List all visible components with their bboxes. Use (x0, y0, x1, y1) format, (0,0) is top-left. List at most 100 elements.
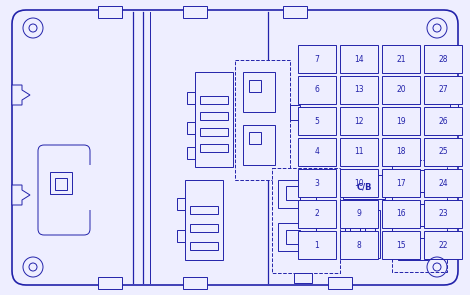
Polygon shape (12, 85, 30, 105)
Bar (78, 165, 93, 210)
Text: 6: 6 (314, 86, 320, 94)
Text: 21: 21 (396, 55, 406, 63)
Bar (340, 169, 378, 197)
Text: 24: 24 (438, 178, 448, 188)
Bar (340, 45, 378, 73)
Bar (195, 72, 233, 167)
Bar (447, 176, 455, 186)
Bar (298, 169, 336, 197)
Text: 19: 19 (396, 117, 406, 125)
Bar (424, 138, 462, 166)
Bar (298, 107, 336, 135)
Bar (350, 218, 360, 232)
Text: 12: 12 (354, 117, 364, 125)
Polygon shape (12, 185, 30, 205)
Text: 2: 2 (314, 209, 320, 219)
Text: 8: 8 (357, 240, 361, 250)
Bar (177, 230, 185, 242)
Bar (200, 96, 228, 104)
Bar (424, 76, 462, 104)
Text: 20: 20 (396, 86, 406, 94)
Text: 1: 1 (314, 240, 320, 250)
Bar (98, 277, 122, 289)
Bar (187, 147, 195, 159)
FancyBboxPatch shape (38, 145, 90, 235)
Bar (185, 180, 223, 260)
Bar (290, 105, 300, 120)
Text: 28: 28 (438, 55, 448, 63)
Bar (382, 169, 420, 197)
Bar (298, 76, 336, 104)
Bar (424, 169, 462, 197)
Text: 9: 9 (357, 209, 361, 219)
Bar (382, 200, 420, 228)
Bar (398, 204, 428, 226)
Text: 22: 22 (438, 240, 448, 250)
Bar (447, 244, 455, 254)
Text: 17: 17 (396, 178, 406, 188)
Bar (382, 138, 420, 166)
Bar (298, 231, 336, 259)
Text: 3: 3 (314, 178, 320, 188)
Text: 11: 11 (354, 148, 364, 157)
Bar (298, 200, 336, 228)
Bar (243, 125, 275, 165)
Text: 5: 5 (314, 117, 320, 125)
Bar (398, 238, 428, 260)
Text: 27: 27 (438, 86, 448, 94)
Bar (340, 107, 378, 135)
Bar (286, 186, 300, 200)
Bar (50, 172, 72, 194)
Bar (382, 76, 420, 104)
Bar (98, 6, 122, 18)
Bar (187, 92, 195, 104)
Bar (450, 177, 458, 195)
Bar (272, 168, 340, 273)
Text: 25: 25 (438, 148, 448, 157)
Bar (187, 122, 195, 134)
Bar (200, 128, 228, 136)
Text: 14: 14 (354, 55, 364, 63)
Bar (392, 160, 447, 272)
Bar (343, 175, 385, 199)
Bar (190, 242, 218, 250)
FancyBboxPatch shape (12, 10, 458, 285)
Bar (340, 200, 378, 228)
Bar (424, 45, 462, 73)
Text: 18: 18 (396, 148, 406, 157)
Text: 4: 4 (314, 148, 320, 157)
Text: C/B: C/B (356, 183, 372, 191)
Bar (249, 80, 261, 92)
Bar (177, 198, 185, 210)
Bar (183, 6, 207, 18)
Text: 26: 26 (438, 117, 448, 125)
Bar (183, 277, 207, 289)
Bar (298, 45, 336, 73)
Bar (382, 45, 420, 73)
Bar (382, 231, 420, 259)
Bar (249, 132, 261, 144)
Bar (286, 230, 300, 244)
Bar (235, 60, 290, 180)
Bar (403, 209, 413, 219)
Bar (450, 100, 458, 118)
Bar (424, 231, 462, 259)
Text: 15: 15 (396, 240, 406, 250)
Bar (298, 138, 336, 166)
Bar (278, 223, 316, 251)
Bar (283, 6, 307, 18)
Bar (398, 170, 428, 192)
Bar (200, 112, 228, 120)
Bar (447, 210, 455, 220)
Bar (382, 107, 420, 135)
Text: 13: 13 (354, 86, 364, 94)
Bar (294, 273, 312, 283)
Bar (365, 218, 375, 232)
Text: 16: 16 (396, 209, 406, 219)
Bar (345, 210, 380, 258)
Text: 10: 10 (354, 178, 364, 188)
Text: 23: 23 (438, 209, 448, 219)
Bar (200, 144, 228, 152)
Bar (328, 277, 352, 289)
Bar (278, 180, 316, 208)
